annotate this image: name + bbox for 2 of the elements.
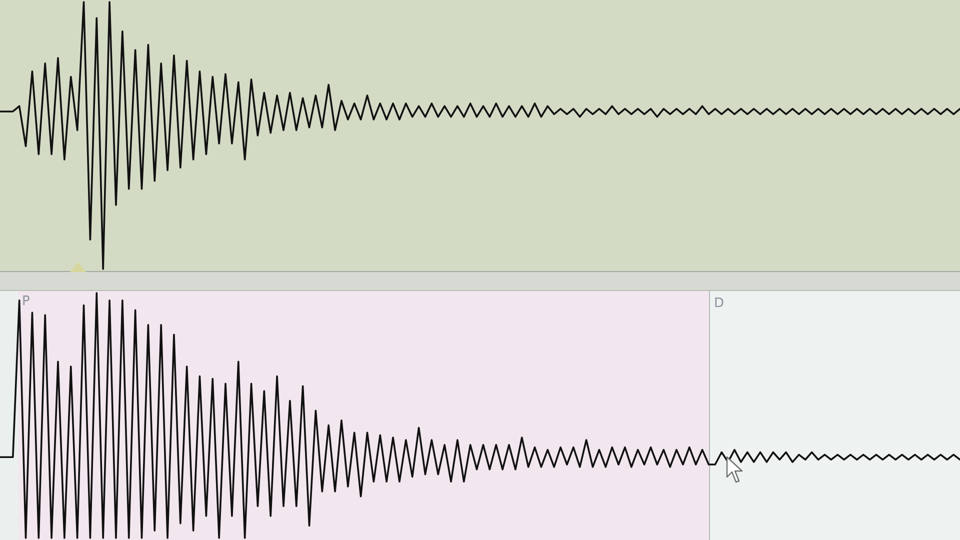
- annotation: P: [22, 294, 30, 309]
- annotation: D: [714, 296, 724, 311]
